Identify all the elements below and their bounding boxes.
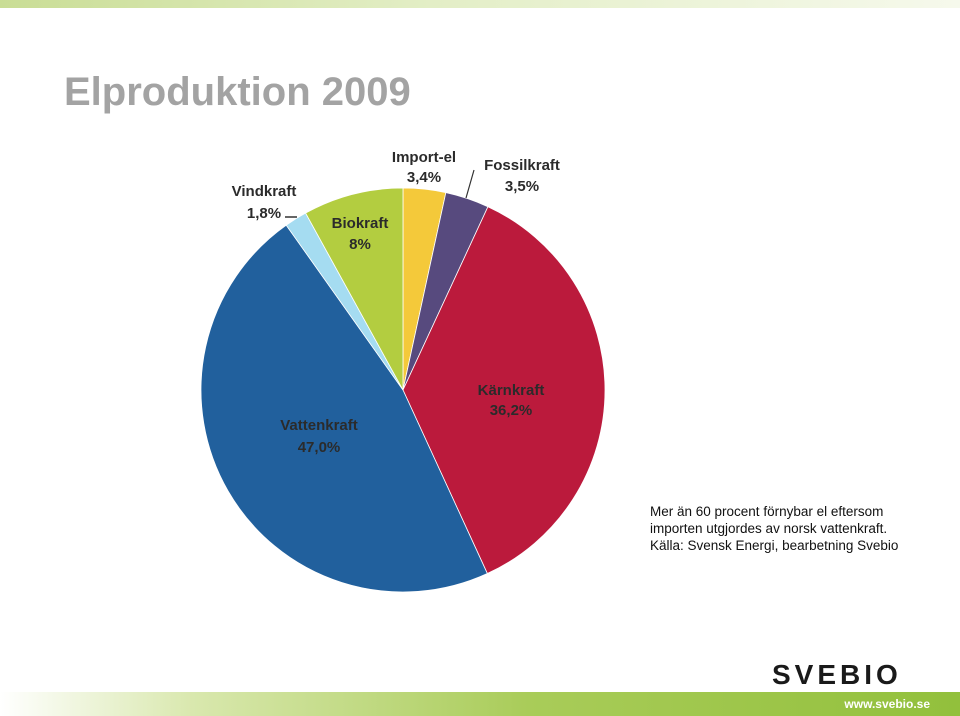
pie-slices: [200, 187, 606, 593]
svebio-logo-text: SVEBIO: [772, 660, 902, 686]
slice-value-import-el: 3,4%: [407, 169, 441, 186]
slice-value-vattenkraft: 47,0%: [298, 439, 341, 456]
slice-label-fossilkraft: Fossilkraft: [484, 157, 560, 174]
slice-label-vattenkraft: Vattenkraft: [280, 417, 358, 434]
svebio-logo: SVEBIO: [772, 660, 902, 686]
slice-value-vindkraft: 1,8%: [247, 205, 281, 222]
note-line-1: Mer än 60 procent förnybar el eftersom: [650, 504, 884, 519]
note-line-3: Källa: Svensk Energi, bearbetning Svebio: [650, 538, 899, 553]
website-link[interactable]: www.svebio.se: [844, 697, 930, 711]
page-title: Elproduktion 2009: [64, 70, 411, 114]
source-note: Mer än 60 procent förnybar el eftersom i…: [650, 503, 898, 554]
slice-value-karnkraft: 36,2%: [490, 402, 533, 419]
note-line-2: importen utgjordes av norsk vattenkraft.: [650, 521, 888, 536]
slice-label-import-el: Import-el: [392, 149, 456, 166]
bottom-accent-bar: [0, 692, 960, 716]
slice-label-biokraft: Biokraft: [332, 215, 389, 232]
top-accent-bar: [0, 0, 960, 8]
leader-line-fossilkraft: [465, 169, 475, 199]
pie-slice-vattenkraft: [200, 224, 488, 593]
slice-value-fossilkraft: 3,5%: [505, 178, 539, 195]
slice-label-karnkraft: Kärnkraft: [478, 382, 545, 399]
pie-slice-kärnkraft: [402, 206, 606, 575]
pie-slice-biokraft: [305, 187, 404, 391]
slice-value-biokraft: 8%: [349, 236, 371, 253]
slice-label-vindkraft: Vindkraft: [232, 183, 297, 200]
